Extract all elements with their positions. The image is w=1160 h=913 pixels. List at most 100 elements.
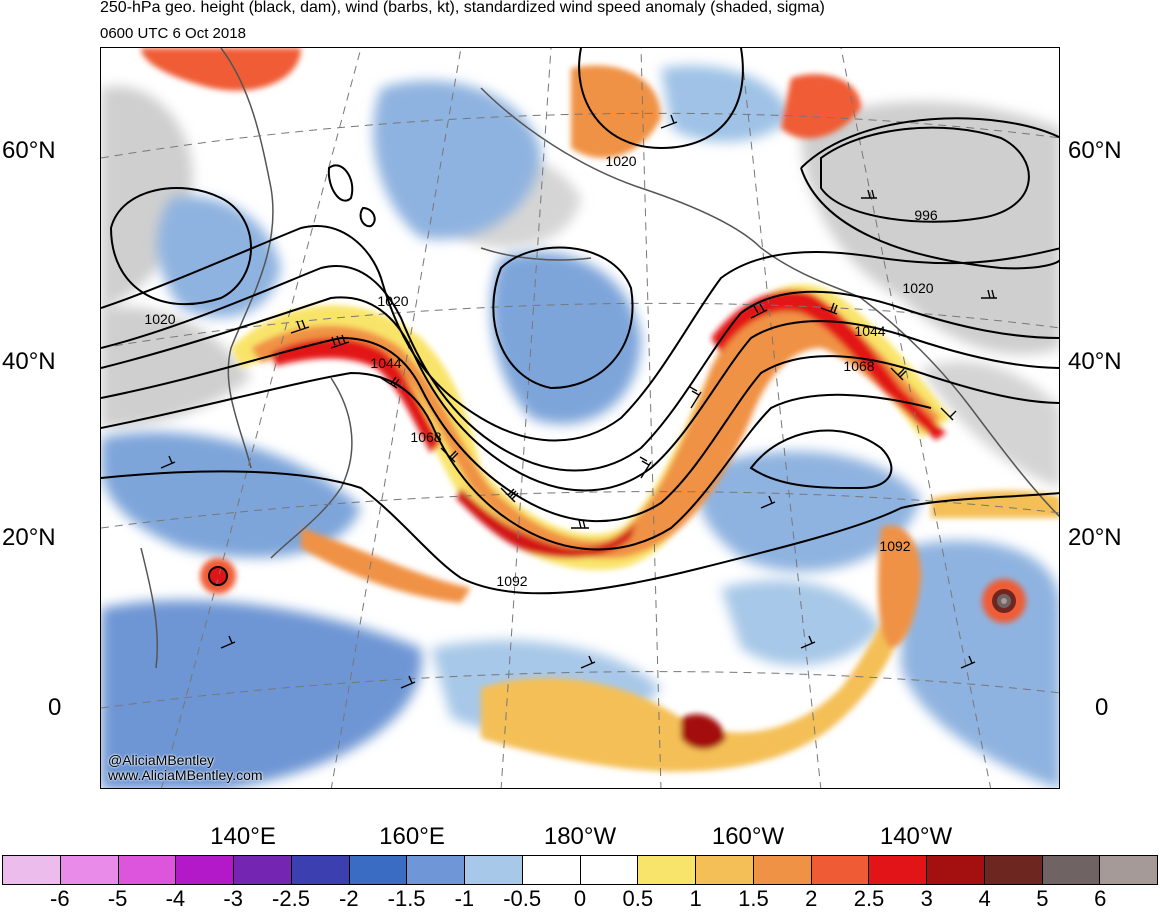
colorbar-tick-label: -0.5 [503,886,542,911]
jet-north-east-streak [781,74,861,139]
jet-se-streak [878,525,921,648]
lon-label: 140°W [879,823,953,850]
anomaly-shading [101,48,1059,788]
barb [660,114,678,129]
colorbar-tick-label: 3 [920,886,933,911]
contour-label: 1044 [854,323,886,339]
grat-lat-0 [101,671,1059,709]
height-contours [101,48,1059,595]
barb [960,655,976,669]
jet-north-streak [571,65,661,158]
contour-label: 1044 [370,355,402,371]
contour-label: 1020 [605,153,637,169]
shade-blue-se [901,540,1059,788]
contour-1068-wave [101,336,1059,523]
colorbar-tick-label: 1 [689,886,702,911]
coast-aleutians [480,247,592,261]
colorbar-swatch [407,856,465,884]
barb [639,456,652,479]
cyclone-west [200,558,236,594]
colorbar-tick-label: -4 [165,886,186,911]
barb [400,675,416,689]
colorbar-tick-label: -2 [339,886,359,911]
shade-gray-east [921,361,1059,488]
colorbar-swatch [522,856,581,884]
contour-1020-north [578,48,744,150]
lat-label-right: 0 [1095,694,1109,721]
coast-philippines [140,547,159,669]
lon-label: 160°E [379,823,445,850]
contour-1068b-wave [101,371,932,551]
lat-label-left: 60°N [2,137,56,164]
jet-sw-streak [301,528,471,603]
contour-label: 996 [914,207,938,223]
jet-west-mid [251,300,941,559]
colorbar-tick-label: -6 [50,886,70,911]
barb [160,455,176,469]
jet-east-streak [931,490,1059,518]
colorbar-swatch [927,856,985,884]
credit-handle: @AliciaMBentley [108,752,215,768]
grat-lat-40 [101,302,1059,349]
valid-time: 0600 UTC 6 Oct 2018 [100,25,246,42]
colorbar-tick-label: -5 [107,886,128,911]
jet-south-core [681,714,726,750]
lat-label-right: 40°N [1068,348,1122,375]
coast-alaska [480,87,862,299]
contour-1044-wave [101,265,1059,472]
barb [861,189,877,199]
shade-gray-ne [801,101,1059,355]
colorbar-swatch [291,856,350,884]
lon-label: 160°W [711,823,785,850]
shade-blue-sw [101,600,422,788]
barb [571,519,589,529]
grat-lon-180 [500,48,552,788]
barb [220,635,236,649]
jet-nw-streak [141,48,301,91]
barb [800,635,816,649]
map-title: 250-hPa geo. height (black, dam), wind (… [100,0,825,16]
colorbar-swatch [1042,856,1101,884]
cyclone-east [982,579,1026,623]
colorbar-tick-label: -1 [454,886,475,911]
shade-blue-ne [661,65,791,142]
contour-1020-west [109,187,252,306]
jet-mid-core [456,488,636,558]
grat-lat-60 [101,112,1059,159]
barb [290,319,310,334]
lat-label-left: 0 [48,694,62,721]
grat-lon-140w [740,48,822,788]
lat-label-left: 20°N [2,524,56,551]
colorbar-tick-label: -1.5 [387,886,426,911]
contour-1092-high [749,429,893,490]
colorbar-tick-label: 4 [978,886,991,911]
shade-gray-nw [101,86,193,308]
contour-north-lake2 [359,206,376,228]
barb [940,407,957,421]
contour-996 [820,126,1030,223]
contour-label: 1092 [496,573,528,589]
shade-blue-north [373,80,541,240]
contour-label: 1092 [879,538,911,554]
lat-label-left: 40°N [2,348,56,375]
contour-label: 1020 [902,280,934,296]
colorbar-swatch [118,856,177,884]
barb [380,376,400,389]
colorbar-tick-label: 1.5 [738,886,769,911]
colorbar-tick-label: 2 [805,886,818,911]
contour-1020-wave [101,225,1059,442]
coast-asia [220,48,274,469]
colorbar-swatch [60,856,119,884]
contour-label: 1068 [843,358,875,374]
weather-map [100,47,1060,789]
colorbar-tick-label: -2.5 [272,886,310,911]
jet-east-core [711,290,946,440]
contour-label: 1020 [144,311,176,327]
shade-blue-nw [157,196,281,318]
colorbar-swatch [465,856,523,884]
shade-blue-low [491,251,641,425]
barb [981,289,997,299]
barb [330,334,350,349]
grat-lat-20 [101,491,1059,529]
map-canvas [101,48,1059,788]
